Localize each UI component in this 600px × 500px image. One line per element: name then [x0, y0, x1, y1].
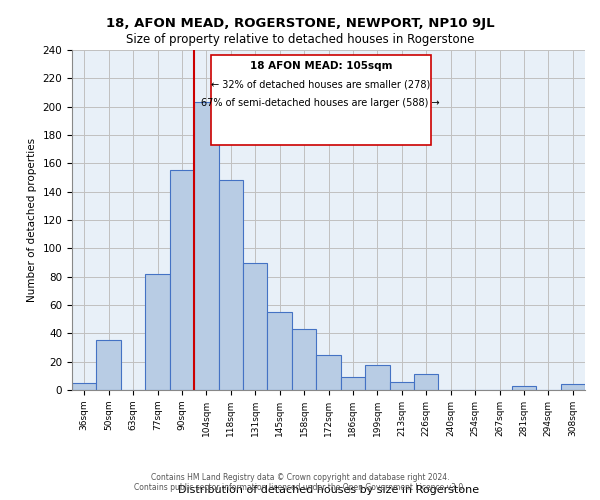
- Bar: [194, 102, 218, 390]
- Text: 18, AFON MEAD, ROGERSTONE, NEWPORT, NP10 9JL: 18, AFON MEAD, ROGERSTONE, NEWPORT, NP10…: [106, 18, 494, 30]
- Bar: [243, 262, 268, 390]
- Bar: [218, 180, 243, 390]
- Bar: [560, 384, 585, 390]
- Text: Contains HM Land Registry data © Crown copyright and database right 2024.: Contains HM Land Registry data © Crown c…: [151, 472, 449, 482]
- Text: Size of property relative to detached houses in Rogerstone: Size of property relative to detached ho…: [126, 32, 474, 46]
- Bar: [97, 340, 121, 390]
- Bar: [512, 386, 536, 390]
- X-axis label: Distribution of detached houses by size in Rogerstone: Distribution of detached houses by size …: [178, 484, 479, 494]
- Text: 18 AFON MEAD: 105sqm: 18 AFON MEAD: 105sqm: [250, 61, 392, 71]
- Bar: [414, 374, 439, 390]
- Text: ← 32% of detached houses are smaller (278): ← 32% of detached houses are smaller (27…: [211, 80, 430, 90]
- FancyBboxPatch shape: [211, 55, 431, 145]
- Bar: [268, 312, 292, 390]
- Bar: [389, 382, 414, 390]
- Bar: [316, 354, 341, 390]
- Text: Contains public sector information licensed under the Open Government Licence v3: Contains public sector information licen…: [134, 484, 466, 492]
- Y-axis label: Number of detached properties: Number of detached properties: [27, 138, 37, 302]
- Text: 67% of semi-detached houses are larger (588) →: 67% of semi-detached houses are larger (…: [202, 98, 440, 108]
- Bar: [145, 274, 170, 390]
- Bar: [72, 383, 97, 390]
- Bar: [365, 364, 389, 390]
- Bar: [341, 377, 365, 390]
- Bar: [170, 170, 194, 390]
- Bar: [292, 329, 316, 390]
